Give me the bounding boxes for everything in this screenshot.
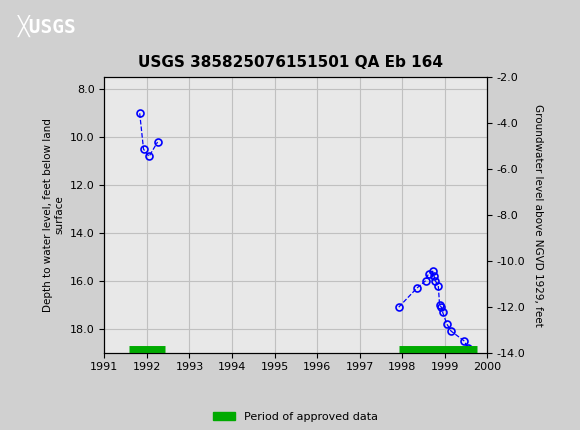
Legend: Period of approved data: Period of approved data (209, 408, 383, 427)
Text: ╳USGS: ╳USGS (17, 15, 76, 37)
Text: USGS 385825076151501 QA Eb 164: USGS 385825076151501 QA Eb 164 (137, 55, 443, 70)
Y-axis label: Groundwater level above NGVD 1929, feet: Groundwater level above NGVD 1929, feet (532, 104, 543, 326)
Y-axis label: Depth to water level, feet below land
surface: Depth to water level, feet below land su… (43, 118, 64, 312)
